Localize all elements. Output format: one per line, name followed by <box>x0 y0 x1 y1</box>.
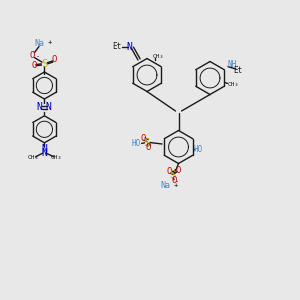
Text: N: N <box>37 102 43 112</box>
Text: CH₃: CH₃ <box>228 82 239 87</box>
Text: Et: Et <box>112 42 122 51</box>
Text: NH: NH <box>228 60 237 69</box>
Text: -: - <box>175 178 179 184</box>
Text: O: O <box>140 134 145 143</box>
Text: CH₃: CH₃ <box>51 155 62 160</box>
Text: O: O <box>167 167 172 176</box>
Text: HO: HO <box>194 146 202 154</box>
Text: CH₃: CH₃ <box>152 54 164 59</box>
Text: HO: HO <box>132 140 141 148</box>
Text: O: O <box>32 61 37 70</box>
Text: -: - <box>36 53 40 59</box>
Text: S: S <box>143 137 149 148</box>
Text: S: S <box>169 170 175 181</box>
Text: N: N <box>46 102 52 112</box>
Text: O: O <box>30 51 35 60</box>
Text: N: N <box>41 148 47 158</box>
Text: +: + <box>174 182 178 188</box>
Text: N: N <box>41 144 47 154</box>
Text: Na: Na <box>160 182 170 190</box>
Text: S: S <box>41 59 47 69</box>
Text: O: O <box>175 166 181 175</box>
Text: O: O <box>52 56 57 64</box>
Text: Na: Na <box>34 39 44 48</box>
Text: O: O <box>171 176 177 185</box>
Text: N: N <box>127 41 133 52</box>
Text: O: O <box>145 143 151 152</box>
Text: Et: Et <box>233 66 242 75</box>
Text: +: + <box>47 39 52 45</box>
Text: CH₃: CH₃ <box>27 155 39 160</box>
